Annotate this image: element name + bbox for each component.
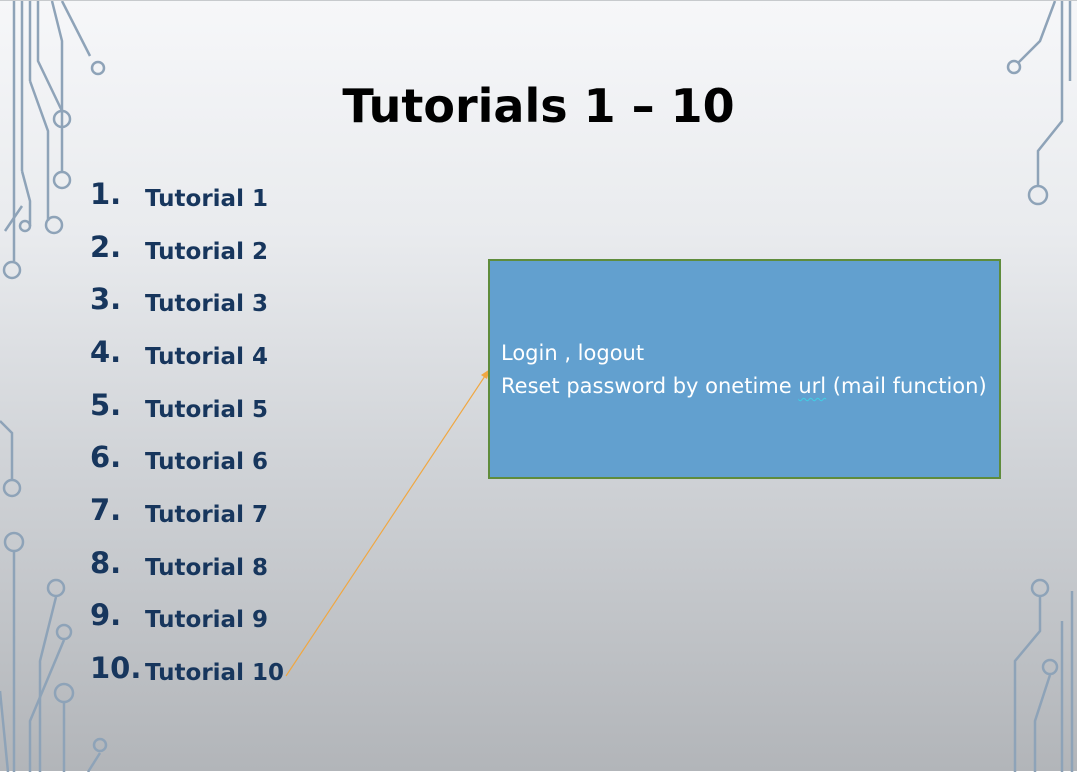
list-label: Tutorial 4 xyxy=(145,344,268,370)
list-label: Tutorial 5 xyxy=(145,397,268,423)
list-number: 2. xyxy=(90,230,122,264)
list-label: Tutorial 1 xyxy=(145,186,268,212)
list-label: Tutorial 7 xyxy=(145,502,268,528)
list-number: 1. xyxy=(90,177,122,211)
callout-line-1: Login , logout xyxy=(501,341,645,365)
page-title: Tutorials 1 – 10 xyxy=(342,79,735,133)
list-number: 8. xyxy=(90,546,122,580)
list-number: 6. xyxy=(90,440,122,474)
callout-text-before: Reset password by onetime xyxy=(501,374,799,398)
misspelled-word: url xyxy=(798,374,827,398)
list-label: Tutorial 3 xyxy=(145,291,268,317)
list-label: Tutorial 10 xyxy=(145,660,284,686)
list-label: Tutorial 9 xyxy=(145,607,268,633)
list-label: Tutorial 2 xyxy=(145,239,268,265)
list-label: Tutorial 8 xyxy=(145,555,268,581)
callout-box: Login , logout Reset password by onetime… xyxy=(488,259,1001,479)
list-number: 9. xyxy=(90,598,122,632)
list-number: 4. xyxy=(90,335,122,369)
list-number: 3. xyxy=(90,282,122,316)
callout-text-after: (mail function) xyxy=(826,374,987,398)
list-number: 10. xyxy=(90,651,142,685)
list-label: Tutorial 6 xyxy=(145,449,268,475)
list-number: 5. xyxy=(90,388,122,422)
list-number: 7. xyxy=(90,493,122,527)
callout-line-2: Reset password by onetime url (mail func… xyxy=(501,374,987,398)
